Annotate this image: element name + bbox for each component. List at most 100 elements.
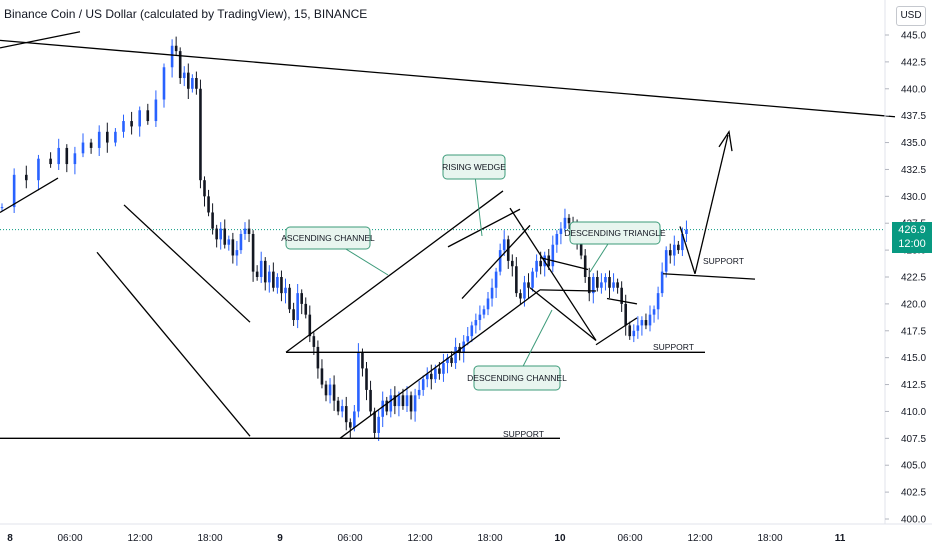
candle-body <box>340 406 344 412</box>
candle-body <box>154 99 158 122</box>
candle-body <box>12 174 16 208</box>
candle-body <box>425 373 429 380</box>
candle-body <box>624 303 627 326</box>
callout-box <box>569 221 661 245</box>
candle-body <box>57 147 60 165</box>
y-tick-label: 405.0 <box>901 461 926 472</box>
current-price-badge: 426.9 12:00 <box>892 221 932 253</box>
candle-body <box>191 78 194 89</box>
candle-body <box>255 271 259 277</box>
candle-body <box>81 142 85 154</box>
candle-body <box>280 277 283 294</box>
candle-body <box>498 250 502 272</box>
y-tick-label: 432.5 <box>901 165 926 176</box>
projection-leg-2 <box>694 134 729 274</box>
candle-body <box>490 287 494 299</box>
callout-box <box>473 365 561 391</box>
y-tick-label: 415.0 <box>901 353 926 364</box>
candle-body <box>203 180 206 197</box>
triangle-lower <box>539 289 597 292</box>
candle-body <box>381 400 384 417</box>
candle-body <box>450 357 453 364</box>
candle-body <box>49 158 52 165</box>
x-tick-label: 12:00 <box>687 533 712 544</box>
candle-body <box>616 282 619 288</box>
resistance-top-left <box>0 31 81 49</box>
candle-body <box>231 239 235 256</box>
candle-body <box>592 277 595 294</box>
y-tick-label: 410.0 <box>901 407 926 418</box>
candle-body <box>243 228 247 234</box>
candle-body <box>417 389 421 396</box>
candle-body <box>397 395 401 407</box>
callout-text: DESCENDING CHANNEL <box>467 373 567 383</box>
candle-body <box>312 336 316 347</box>
x-tick-label: 10 <box>554 533 566 544</box>
candle-body <box>531 271 534 288</box>
candle-body <box>519 293 522 299</box>
y-tick-label: 417.5 <box>901 326 926 337</box>
candle-body <box>162 67 166 100</box>
x-tick-label: 18:00 <box>197 533 222 544</box>
candle-body <box>25 174 28 181</box>
candle-body <box>454 346 457 364</box>
candle-body <box>0 207 4 209</box>
ascending-channel-upper <box>285 190 504 353</box>
projection-arrowhead <box>718 130 733 152</box>
y-tick-label: 402.5 <box>901 488 926 499</box>
candle-body <box>292 309 295 321</box>
candle-body <box>308 314 312 337</box>
candle-body <box>446 357 449 364</box>
candle-body <box>644 320 648 326</box>
callout-box <box>285 226 371 250</box>
candle-body <box>486 298 490 310</box>
triangle-upper <box>539 257 589 271</box>
callout-text: ASCENDING CHANNEL <box>281 233 375 243</box>
y-tick-label: 435.0 <box>901 138 926 149</box>
candle-body <box>583 255 587 277</box>
time-axis: 8 06:00 12:00 18:00 9 06:00 12:00 18:00 10 06:00 1… <box>0 523 932 544</box>
candle-body <box>389 395 393 412</box>
candle-body <box>515 266 518 294</box>
candle-body <box>344 406 348 423</box>
current-price: 426.9 <box>898 223 926 236</box>
candle-body <box>632 330 636 337</box>
candle-body <box>170 45 174 68</box>
candle-body <box>130 121 133 127</box>
x-tick-label: 12:00 <box>407 533 432 544</box>
candle-body <box>430 373 433 380</box>
desc-channel-upper <box>123 204 251 323</box>
long-downtrend-line <box>0 39 896 118</box>
candle-body <box>640 320 644 326</box>
projection-leg-1 <box>679 226 696 274</box>
candle-body <box>579 239 583 256</box>
candle-body <box>511 260 514 267</box>
candle-body <box>373 411 376 433</box>
candle-body <box>551 244 555 267</box>
candle-body <box>353 411 356 428</box>
candle-body <box>600 282 603 288</box>
candle-body <box>138 110 141 127</box>
y-tick-label: 440.0 <box>901 84 926 95</box>
candle-body <box>604 277 607 283</box>
currency-button[interactable]: USD <box>896 6 926 26</box>
candle-body <box>272 271 275 288</box>
candle-body <box>377 416 380 433</box>
candle-body <box>470 325 474 337</box>
candle-body <box>328 384 332 396</box>
candle-body <box>612 282 615 288</box>
candle-body <box>219 228 222 240</box>
candle-body <box>251 233 255 272</box>
candle-body <box>284 287 287 294</box>
candle-body <box>681 233 684 251</box>
candle-body <box>660 271 664 294</box>
candle-body <box>648 314 652 326</box>
candle-body <box>235 250 239 256</box>
candle-body <box>187 72 190 89</box>
candle-body <box>336 400 340 412</box>
y-tick-label: 437.5 <box>901 111 926 122</box>
candle-body <box>523 282 526 299</box>
candle-body <box>223 228 227 245</box>
candle-body <box>324 384 328 396</box>
